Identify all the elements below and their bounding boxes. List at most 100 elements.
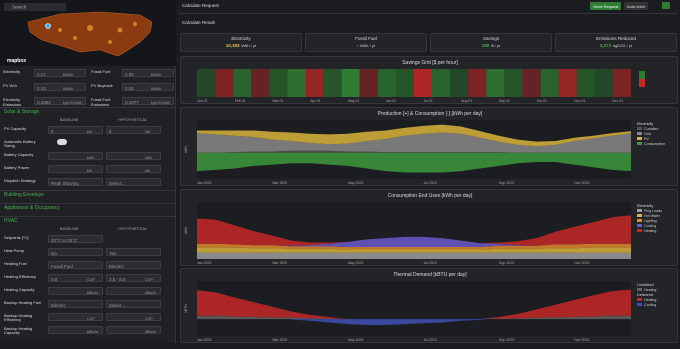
- field-input[interactable]: Electric: [48, 300, 103, 308]
- field-input[interactable]: 2.5 - 5.5 COP: [106, 274, 161, 282]
- rate-unit: $/kWh: [63, 86, 74, 91]
- heat-cell: [395, 69, 414, 97]
- rate-input[interactable]: 0.1977 kgCO2/kWh: [122, 97, 174, 105]
- section-title[interactable]: Solar & Storage: [4, 109, 40, 115]
- field-input[interactable]: kBtu/hr: [106, 287, 161, 295]
- field-input[interactable]: 20°C to 25°C: [48, 235, 103, 243]
- field-input[interactable]: No: [48, 248, 103, 256]
- field-input[interactable]: Select...: [106, 300, 161, 308]
- x-tick-label: Jan 01: [197, 99, 208, 103]
- colorbar-neg: [639, 79, 645, 87]
- field-value: 6: [109, 128, 112, 134]
- request-label: Calculate Request: [182, 3, 219, 8]
- legend-swatch: [637, 142, 642, 145]
- area-series: [197, 152, 631, 173]
- card-label: Emissions Reduced: [596, 36, 636, 41]
- field-input[interactable]: kBtu/hr: [48, 326, 103, 334]
- rate-label: PV W/A: [3, 83, 18, 88]
- field-input[interactable]: Fossil Fuel: [48, 261, 103, 269]
- send-button[interactable]: Send Request: [590, 2, 622, 10]
- x-tick-label: May 01: [348, 99, 360, 103]
- rate-label: Fossil Fuel: [91, 69, 111, 74]
- field-label: Backup Heating Capacity: [4, 326, 33, 336]
- x-tick-label: Sep 2023: [499, 181, 514, 185]
- legend-title: Electricity: [637, 122, 653, 126]
- field-input[interactable]: kBtu/hr: [106, 326, 161, 334]
- rate-value: 0.17: [37, 71, 46, 77]
- sidebar: Search mapbox Electricity 0.17 $/kWh Fossil…: [0, 0, 176, 343]
- legend-label: Heating: [644, 298, 656, 302]
- heat-cell: [197, 69, 216, 97]
- area-series: [197, 243, 631, 250]
- x-tick-label: Sep 01: [499, 99, 510, 103]
- x-tick-label: Mar 2023: [272, 261, 287, 265]
- field-input[interactable]: kWh: [106, 152, 161, 160]
- section-title[interactable]: Appliances & Occupancy: [4, 205, 60, 211]
- legend-label: Hot Water: [644, 214, 661, 218]
- rate-value: 0.2862: [37, 99, 51, 105]
- column-header: HYPOTHETICAL: [118, 118, 148, 122]
- field-label: Automatic Battery Sizing: [4, 139, 36, 149]
- x-tick-label: Nov 01: [574, 99, 585, 103]
- field-value: 2.5 - 5.5: [109, 276, 126, 282]
- rate-input[interactable]: 0.2862 kgCO2/kWh: [34, 97, 86, 105]
- area-series: [197, 215, 631, 246]
- legend-label: PV: [644, 137, 649, 141]
- divider: [178, 13, 678, 14]
- rate-value: 0.10: [37, 85, 46, 91]
- chart-panel: Consumption End Uses [kWh per day] kWh Jan…: [180, 189, 678, 266]
- status[interactable]: [662, 2, 670, 9]
- chart: Production [+] & Consumption [-] [kWh pe…: [184, 111, 665, 185]
- x-tick-label: Jan 2023: [197, 261, 211, 265]
- field-input[interactable]: COP: [106, 313, 161, 321]
- field-label: Dispatch Strategy: [4, 178, 36, 183]
- rate-input[interactable]: 0.10 $/kWh: [34, 83, 86, 91]
- field-input[interactable]: Electric: [106, 261, 161, 269]
- field-label: Backup Heating Efficiency: [4, 313, 33, 323]
- field-label: Heating Capacity: [4, 287, 35, 292]
- rate-input[interactable]: 0.04 $/kWh: [122, 83, 174, 91]
- field-input[interactable]: 0 kW: [48, 126, 103, 134]
- search[interactable]: Search: [12, 5, 27, 10]
- field-value: Yes: [109, 250, 117, 256]
- section-divider: [0, 216, 176, 217]
- heat-cell: [576, 69, 595, 97]
- x-tick-label: Apr 01: [310, 99, 320, 103]
- x-tick-label: Mar 2023: [272, 181, 287, 185]
- field-unit: kBtu/hr: [87, 290, 99, 295]
- field-input[interactable]: kW: [48, 165, 103, 173]
- field-value: Select...: [109, 180, 126, 186]
- chart-title: Savings Grid [$ per hour]: [402, 60, 458, 66]
- autofetch-button[interactable]: Auto-fetch: [624, 2, 649, 10]
- field-unit: kW: [87, 168, 93, 173]
- field-input[interactable]: 0.8 COP: [48, 274, 103, 282]
- summary-card: Fossil Fuel - kWh / yr: [305, 33, 427, 52]
- field-unit: kBtu/hr: [145, 329, 157, 334]
- field-input[interactable]: kW: [106, 165, 161, 173]
- map[interactable]: Search mapbox: [0, 0, 176, 66]
- area-series: [197, 247, 631, 253]
- section-title[interactable]: HVAC: [4, 218, 18, 224]
- field-input[interactable]: Yes: [106, 248, 161, 256]
- field-label: PV Capacity: [4, 126, 27, 131]
- rate-input[interactable]: 0.17 $/kWh: [34, 69, 86, 77]
- rate-input[interactable]: 0.05 $/kWh: [122, 69, 174, 77]
- x-tick-label: May 2023: [348, 338, 363, 342]
- legend-label: Curtailed: [644, 127, 658, 131]
- field-input[interactable]: kWh: [48, 152, 103, 160]
- field-input[interactable]: Peak Shaving: [48, 178, 103, 186]
- field-input[interactable]: Select...: [106, 178, 161, 186]
- toggle[interactable]: [57, 139, 67, 145]
- legend-label: Consumption: [644, 142, 665, 146]
- section-title[interactable]: Building Envelope: [4, 192, 45, 198]
- section-divider: [0, 203, 176, 204]
- field-unit: kW: [87, 129, 93, 134]
- field-label: Heat Pump: [4, 248, 25, 253]
- field-input[interactable]: 6 kW: [106, 126, 161, 134]
- field-input[interactable]: COP: [48, 313, 103, 321]
- legend-swatch: [637, 214, 642, 217]
- field-input[interactable]: kBtu/hr: [48, 287, 103, 295]
- map-logo: mapbox: [7, 58, 26, 64]
- field-value: 0.8: [51, 276, 58, 282]
- legend-label: Plug Loads: [644, 209, 662, 213]
